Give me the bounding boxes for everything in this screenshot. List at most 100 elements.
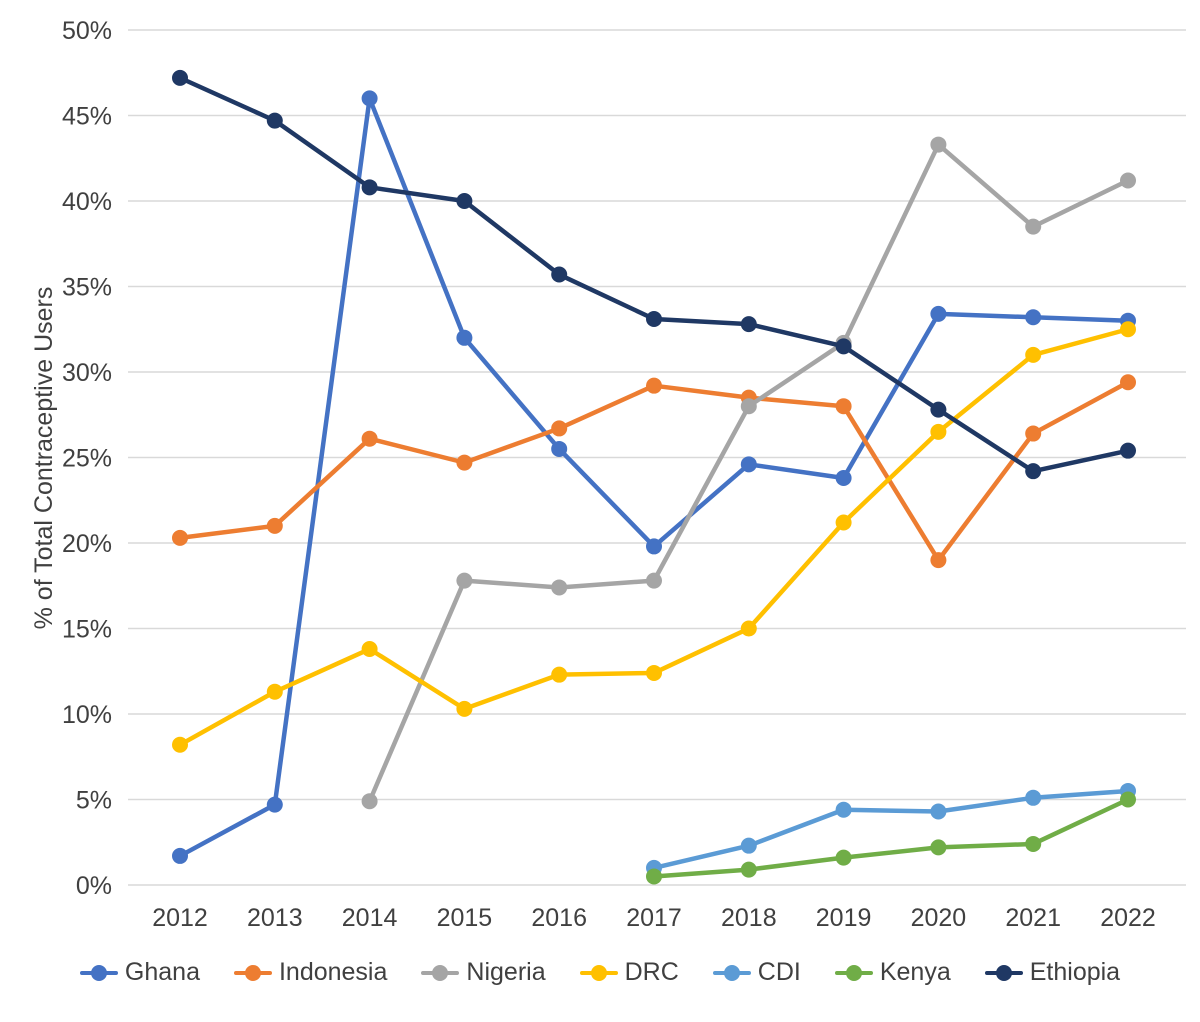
legend-label: Nigeria	[466, 958, 546, 986]
data-point-indonesia	[646, 377, 662, 394]
data-point-ethiopia	[740, 316, 757, 333]
data-point-indonesia	[551, 420, 568, 437]
data-point-indonesia	[1120, 374, 1136, 391]
data-point-kenya	[835, 849, 852, 866]
data-point-drc	[361, 641, 378, 658]
legend-label: DRC	[624, 958, 679, 986]
data-point-drc	[456, 700, 473, 717]
legend-label: Ghana	[124, 958, 200, 986]
data-point-indonesia	[835, 398, 852, 415]
y-tick-label: 15%	[62, 616, 112, 644]
series-line-ethiopia	[177, 75, 1131, 474]
data-point-nigeria	[740, 398, 757, 415]
legend-label: CDI	[757, 958, 801, 986]
x-tick-label: 2018	[721, 904, 777, 932]
legend: Ghana Indonesia Nigeria DRC CDI Kenya Ethiopia	[0, 958, 1200, 987]
data-point-ethiopia	[456, 193, 473, 209]
legend-marker-icon	[579, 963, 618, 983]
data-point-ghana	[172, 847, 188, 864]
data-point-kenya	[930, 839, 947, 856]
data-point-nigeria	[456, 572, 473, 589]
legend-item-drc: DRC	[579, 958, 679, 987]
data-point-kenya	[1120, 791, 1136, 808]
data-point-drc	[266, 683, 283, 700]
data-point-ghana	[835, 470, 852, 487]
legend-marker-icon	[421, 963, 460, 983]
legend-marker-icon	[712, 963, 751, 983]
legend-label: Kenya	[879, 958, 951, 986]
series-line-kenya	[651, 797, 1131, 879]
data-point-ghana	[930, 305, 947, 322]
data-point-ghana	[266, 796, 283, 813]
series-line-cdi	[651, 788, 1131, 871]
legend-item-kenya: Kenya	[834, 958, 951, 987]
data-point-drc	[646, 664, 662, 681]
data-point-ethiopia	[1120, 442, 1136, 459]
data-point-ghana	[1025, 309, 1042, 326]
y-tick-label: 20%	[62, 530, 112, 558]
y-tick-label: 30%	[62, 359, 112, 387]
data-point-drc	[835, 514, 852, 531]
legend-item-ethiopia: Ethiopia	[984, 958, 1121, 987]
data-point-drc	[740, 620, 757, 637]
legend-item-cdi: CDI	[712, 958, 801, 987]
x-tick-label: 2019	[816, 904, 872, 932]
data-point-ghana	[740, 456, 757, 473]
data-point-nigeria	[361, 793, 378, 810]
data-point-nigeria	[551, 579, 568, 596]
legend-label: Ethiopia	[1029, 958, 1121, 986]
data-point-drc	[930, 423, 947, 440]
data-point-ghana	[361, 90, 378, 107]
data-point-ghana	[551, 440, 568, 457]
data-point-indonesia	[930, 552, 947, 569]
data-point-ghana	[646, 538, 662, 555]
data-point-ethiopia	[266, 112, 283, 129]
data-point-ethiopia	[835, 338, 852, 355]
data-point-indonesia	[456, 454, 473, 471]
y-tick-label: 45%	[62, 103, 112, 131]
x-tick-label: 2013	[247, 904, 303, 932]
data-point-cdi	[930, 803, 947, 820]
y-tick-label: 10%	[62, 701, 112, 729]
legend-marker-icon	[984, 963, 1023, 983]
legend-marker-icon	[233, 963, 272, 983]
legend-item-indonesia: Indonesia	[233, 958, 388, 987]
data-point-ethiopia	[551, 266, 568, 283]
data-point-kenya	[740, 861, 757, 878]
legend-marker-icon	[834, 963, 873, 983]
data-point-cdi	[1025, 789, 1042, 806]
data-point-indonesia	[266, 517, 283, 534]
x-tick-label: 2016	[531, 904, 587, 932]
data-point-drc	[551, 666, 568, 683]
data-point-cdi	[835, 801, 852, 818]
x-tick-label: 2017	[626, 904, 682, 932]
data-point-indonesia	[172, 529, 188, 546]
data-point-indonesia	[1025, 425, 1042, 442]
data-point-ethiopia	[1025, 463, 1042, 480]
y-tick-label: 5%	[76, 787, 112, 815]
data-point-drc	[172, 736, 188, 753]
y-tick-label: 0%	[76, 872, 112, 900]
y-tick-label: 40%	[62, 188, 112, 216]
x-tick-label: 2015	[437, 904, 493, 932]
data-point-drc	[1120, 321, 1136, 338]
data-point-nigeria	[646, 572, 662, 589]
series-line-ghana	[177, 96, 1131, 859]
x-tick-label: 2021	[1005, 904, 1061, 932]
data-point-nigeria	[1025, 218, 1042, 235]
legend-label: Indonesia	[278, 958, 388, 986]
data-point-kenya	[1025, 835, 1042, 852]
y-tick-label: 25%	[62, 445, 112, 473]
data-point-ethiopia	[361, 179, 378, 196]
x-tick-label: 2020	[911, 904, 967, 932]
x-tick-label: 2014	[342, 904, 398, 932]
x-tick-label: 2012	[152, 904, 208, 932]
y-tick-label: 50%	[62, 17, 112, 45]
data-point-ethiopia	[172, 69, 188, 86]
x-tick-label: 2022	[1100, 904, 1156, 932]
series-line-indonesia	[177, 380, 1131, 563]
data-point-nigeria	[1120, 172, 1136, 189]
data-point-ethiopia	[930, 401, 947, 418]
data-point-ethiopia	[646, 310, 662, 327]
